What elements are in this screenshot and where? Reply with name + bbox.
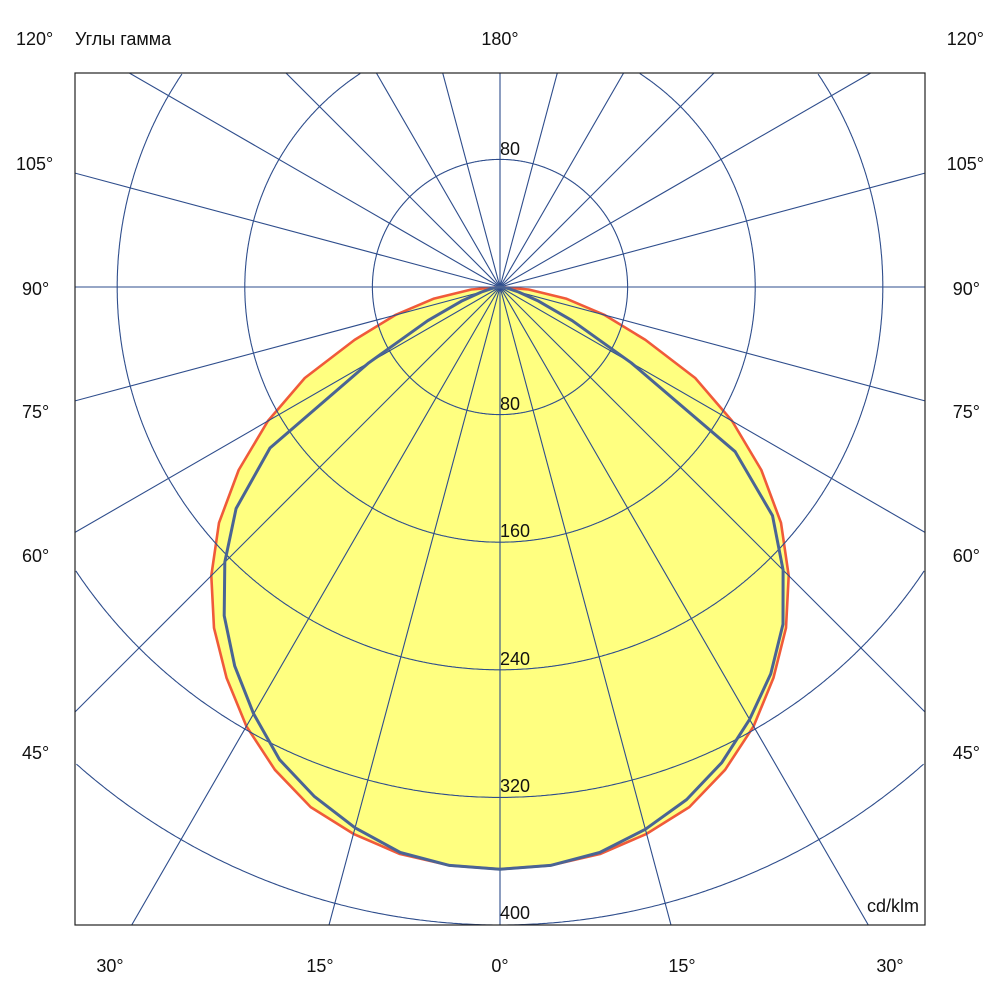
unit-label: cd/klm (867, 896, 919, 916)
angle-label-bottom-30-right: 30° (876, 956, 903, 976)
radial-label-320: 320 (500, 776, 530, 796)
grid-ray-315 (75, 286, 501, 713)
angle-label-left-105: 105° (16, 154, 53, 174)
angle-label-left-75: 75° (22, 402, 49, 422)
grid-ray-15 (499, 286, 672, 925)
angle-label-right-90: 90° (953, 279, 980, 299)
grid-ray-120 (499, 73, 871, 288)
grid-ray-210 (375, 73, 501, 288)
grid-ray-45 (499, 286, 925, 713)
radial-label-400: 400 (500, 903, 530, 923)
angle-label-top-right: 120° (947, 29, 984, 49)
angle-label-bottom-0: 0° (491, 956, 508, 976)
radial-label-80: 80 (500, 394, 520, 414)
grid-circle-400 (76, 763, 924, 925)
grid-ray-285 (75, 286, 501, 402)
grid-ray-240 (129, 73, 501, 288)
grid-ray-150 (499, 73, 625, 288)
angle-label-bottom-15-right: 15° (668, 956, 695, 976)
angle-label-bottom-15-left: 15° (306, 956, 333, 976)
angle-label-right-60: 60° (953, 546, 980, 566)
angle-label-top-center: 180° (481, 29, 518, 49)
angle-label-left-60: 60° (22, 546, 49, 566)
series-c180-left (222, 285, 501, 871)
grid-circle-160 (244, 73, 756, 543)
grid-ray-225 (285, 73, 501, 288)
angle-label-left-90: 90° (22, 279, 49, 299)
angle-label-right-45: 45° (953, 743, 980, 763)
series-layer (222, 285, 785, 871)
grid-layer (75, 73, 925, 925)
plot-frame (74, 72, 926, 926)
grid-ray-105 (499, 172, 925, 288)
grid-ray-75 (499, 286, 925, 402)
radial-label-160: 160 (500, 521, 530, 541)
grid-ray-165 (499, 73, 558, 288)
grid-circle-320 (75, 570, 925, 798)
radial-label-80-top: 80 (500, 139, 520, 159)
grid-ray-135 (499, 73, 715, 288)
grid-ray-300 (75, 286, 501, 533)
grid-ray-330 (131, 286, 501, 925)
chart-title: Углы гамма (75, 29, 172, 49)
angle-label-left-45: 45° (22, 743, 49, 763)
grid-circle-240 (116, 73, 884, 671)
grid-ray-60 (499, 286, 925, 533)
grid-ray-30 (499, 286, 869, 925)
series-c0-right (499, 285, 785, 871)
grid-ray-345 (328, 286, 501, 925)
grid-ray-255 (75, 172, 501, 288)
angle-label-top-left: 120° (16, 29, 53, 49)
grid-ray-195 (442, 73, 501, 288)
angle-label-right-75: 75° (953, 402, 980, 422)
radial-label-240: 240 (500, 649, 530, 669)
angle-label-right-105: 105° (947, 154, 984, 174)
angle-label-bottom-30-left: 30° (96, 956, 123, 976)
